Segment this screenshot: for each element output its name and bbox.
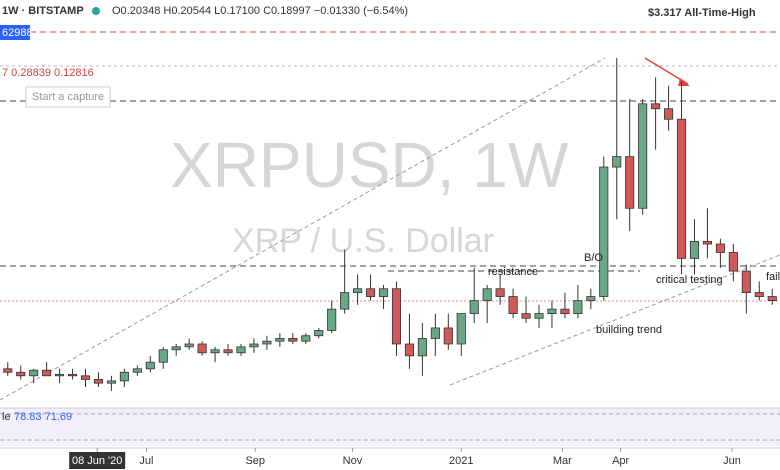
candle-body [560,308,570,314]
candle-body [676,118,687,259]
candle-body [625,156,635,209]
candle-body [197,343,207,354]
x-tick-label: 08 Jun '20 [72,455,122,467]
candle-body [715,243,725,253]
candle-body [340,292,350,310]
candle-body [378,288,389,297]
candle-body [521,313,531,319]
candle-body [158,349,168,363]
ath-label: $3.317 All-Time-High [648,7,756,19]
candle-body [236,346,246,354]
x-tick-label: Apr [612,455,629,467]
candle-body [547,308,557,314]
candle-body [314,330,324,337]
stoch-label: le [2,411,11,423]
crosshair-label-bg [69,452,126,469]
candle-body [534,313,544,319]
candle-body [80,375,91,380]
candle-body [728,252,738,272]
arrow-head [678,78,690,86]
x-tick-label: Jul [139,455,153,467]
candle-body [482,288,492,302]
candle-body [145,361,155,370]
symbol: 1W · BITSTAMP [2,5,84,17]
x-tick-label: Jun [723,455,741,467]
candle-body [689,240,700,259]
candle-body [42,369,52,377]
candle-body [249,343,259,348]
annotation: fail [766,271,780,283]
price-tag-text: 62988 [2,27,33,39]
candle-body [301,335,311,342]
candle-body [327,308,337,331]
price-tag [0,25,30,40]
watermark-symbol: XRPUSD, 1W [170,129,569,201]
candle-body [638,103,648,209]
candle-body [132,368,142,373]
annotation: critical testing [656,274,723,286]
candle-body [754,292,764,297]
candle-body [469,300,479,314]
candle-body [702,240,712,245]
status-dot [92,7,100,15]
candle-body [210,349,220,354]
candle-body [119,371,129,382]
candle-body [391,288,402,345]
ohlc: O0.20348 H0.20544 L0.17100 C0.18997 −0.0… [112,5,408,17]
candle-body [508,296,518,314]
candle-body [664,108,674,120]
trend-line [449,254,780,386]
candle-body [29,369,39,377]
candle-body [106,380,116,384]
trend-line [0,57,606,401]
annotation: B/O [584,252,603,264]
candle-body [456,313,466,345]
x-tick-label: Sep [245,455,265,467]
candle-body [767,296,777,302]
candle-body [612,156,622,168]
annotation: resistance [488,266,538,278]
candle-body [184,343,194,348]
candle-body [93,379,104,384]
candle-body [417,338,427,357]
candle-body [171,346,181,351]
candle-body [495,288,505,297]
candle-body [443,327,453,345]
candle-body [741,270,751,294]
candle-body [366,288,376,297]
candle-body [275,338,285,342]
stoch-values: 78.83 71.69 [14,411,72,423]
candle-body [599,166,609,297]
annotation: building trend [596,324,662,336]
candle-body [3,368,13,373]
candle-body [68,373,78,377]
stoch-pane [0,408,780,446]
capture-button[interactable] [25,86,111,108]
candle-body [573,300,583,314]
x-tick-label: Mar [553,455,572,467]
header-bar [0,0,780,22]
capture-label[interactable]: Start a capture [32,91,104,103]
candle-body [288,338,298,342]
candle-body [404,343,414,357]
x-tick-label: Nov [343,455,363,467]
candle-body [586,296,596,302]
indicator-values: 7 0.28839 0.12816 [2,67,94,79]
candle-body [55,373,65,377]
candle-body [651,103,661,110]
x-tick-label: 2021 [449,455,473,467]
candle-body [430,327,440,339]
watermark-name: XRP / U.S. Dollar [232,222,494,260]
candle-body [353,288,363,294]
candle-body [223,349,233,354]
candle-body [16,371,26,377]
candle-body [262,340,272,345]
